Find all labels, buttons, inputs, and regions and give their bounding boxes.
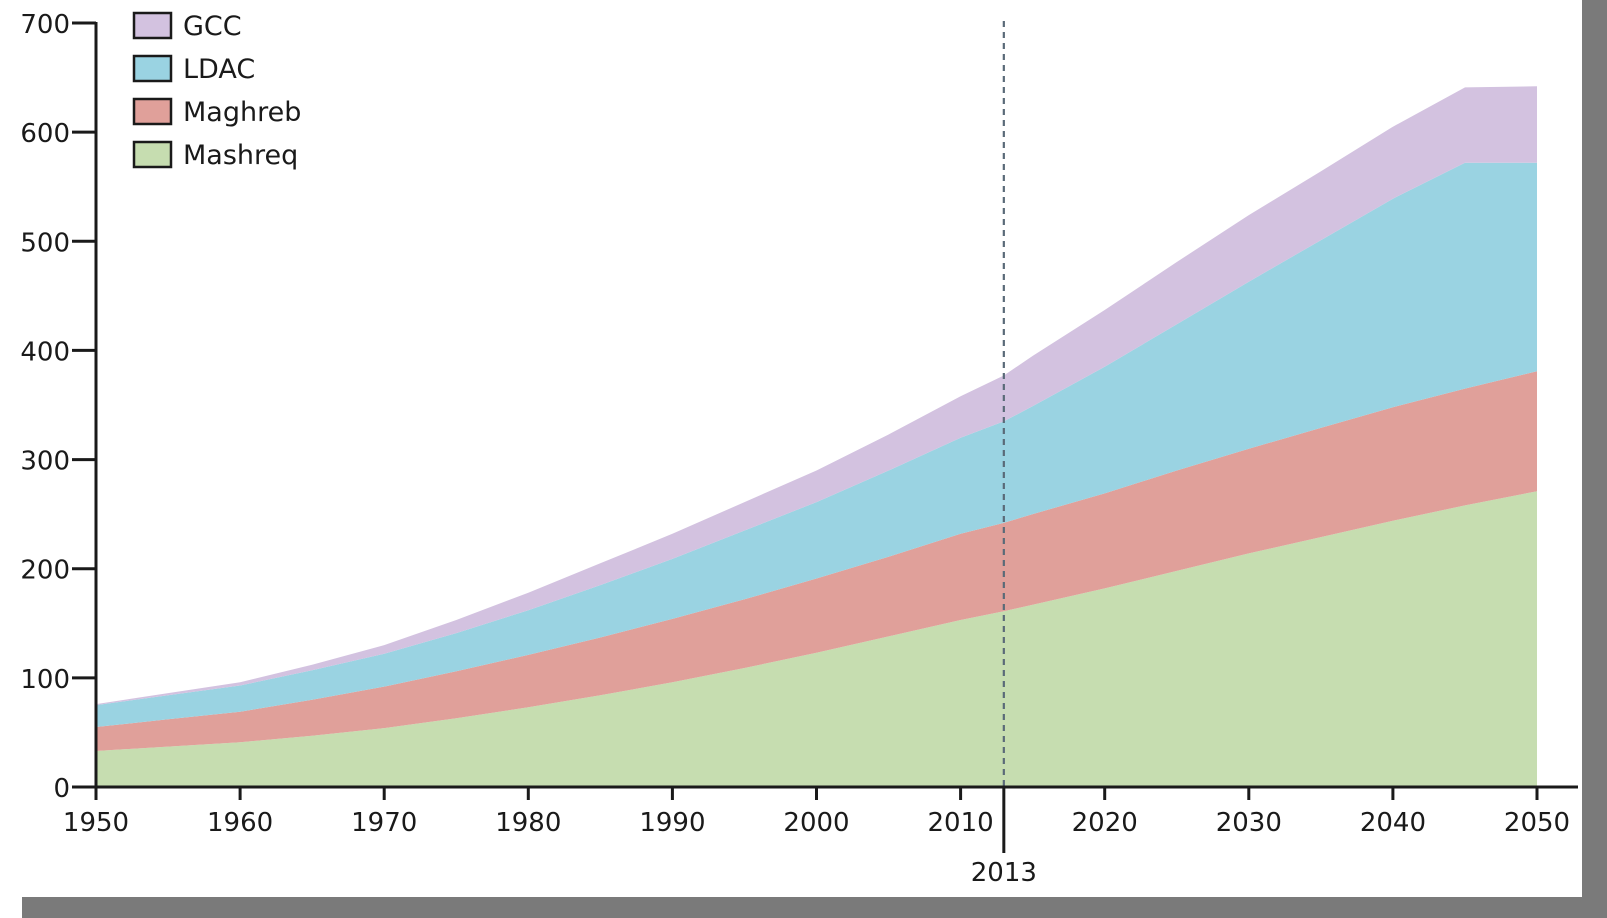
x-tick-label-2040: 2040: [1360, 808, 1426, 838]
y-tick-label-400: 400: [20, 337, 70, 367]
x-tick-label-2000: 2000: [783, 808, 849, 838]
x-tick-label-2020: 2020: [1072, 808, 1138, 838]
y-tick-label-300: 300: [20, 447, 70, 477]
x-tick-label-1990: 1990: [639, 808, 705, 838]
legend-swatch-gcc: [132, 11, 173, 40]
legend: GCC LDAC Maghreb Mashreq: [132, 11, 301, 171]
area-maghreb: [96, 371, 1537, 751]
x-tick-label-1970: 1970: [351, 808, 417, 838]
legend-label-maghreb: Maghreb: [183, 97, 301, 128]
y-tick-label-500: 500: [20, 228, 70, 258]
frame-bottom-border: [22, 897, 1607, 918]
area-gcc: [96, 86, 1537, 706]
y-tick-label-100: 100: [20, 665, 70, 695]
x-tick-label-1960: 1960: [207, 808, 273, 838]
marker-label-2013: 2013: [971, 858, 1037, 888]
y-tick-label-600: 600: [20, 119, 70, 149]
legend-label-gcc: GCC: [183, 11, 242, 42]
area-ldac: [96, 162, 1537, 727]
x-tick-label-2030: 2030: [1216, 808, 1282, 838]
legend-label-ldac: LDAC: [183, 54, 255, 85]
x-tick-label-2010: 2010: [928, 808, 994, 838]
x-tick-label-1950: 1950: [63, 808, 129, 838]
y-tick-label-700: 700: [20, 10, 70, 40]
legend-label-mashreq: Mashreq: [183, 140, 298, 171]
area-layers: [96, 86, 1537, 787]
legend-swatch-ldac: [132, 54, 173, 83]
y-tick-label-200: 200: [20, 556, 70, 586]
legend-swatch-mashreq: [132, 140, 173, 169]
x-tick-label-1980: 1980: [495, 808, 561, 838]
x-tick-label-2050: 2050: [1504, 808, 1570, 838]
legend-swatch-maghreb: [132, 97, 173, 126]
area-mashreq: [96, 491, 1537, 787]
y-tick-label-0: 0: [53, 774, 70, 804]
frame-right-border: [1582, 0, 1607, 918]
